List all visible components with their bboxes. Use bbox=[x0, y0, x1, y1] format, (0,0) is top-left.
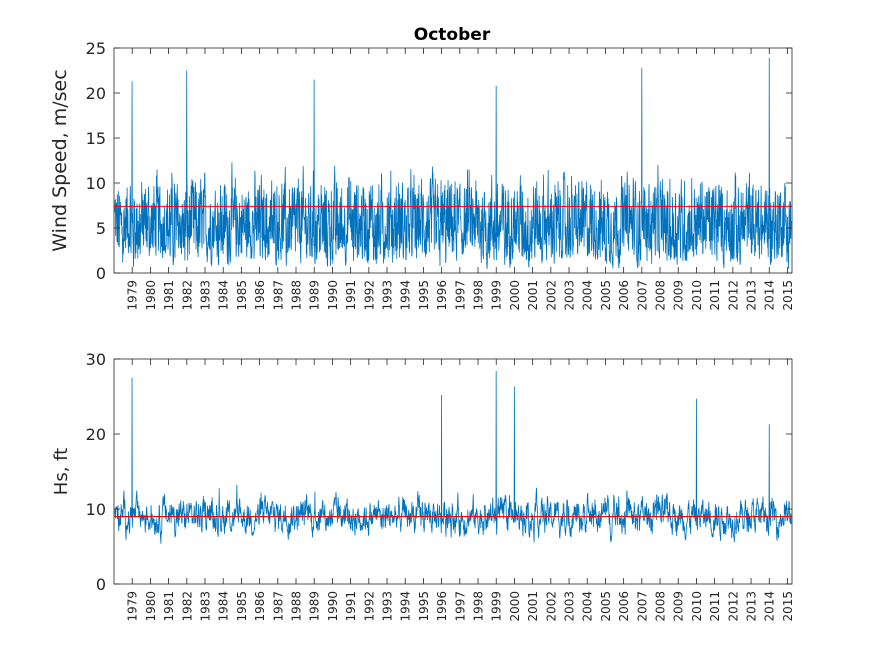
x-tick-label: 1988 bbox=[290, 591, 304, 622]
x-tick-label: 2010 bbox=[690, 591, 704, 622]
x-tick-label: 1995 bbox=[417, 591, 431, 622]
x-tick-label: 1983 bbox=[199, 280, 213, 311]
y-tick-label: 20 bbox=[86, 425, 106, 444]
x-tick-label: 2009 bbox=[672, 591, 686, 622]
x-tick-label: 1992 bbox=[362, 280, 376, 311]
y-tick-label: 5 bbox=[96, 219, 106, 238]
x-tick-label: 1991 bbox=[344, 280, 358, 311]
x-tick-label: 1991 bbox=[344, 591, 358, 622]
x-tick-label: 2014 bbox=[763, 591, 777, 622]
x-tick-label: 2011 bbox=[708, 591, 722, 622]
x-tick-label: 2010 bbox=[690, 280, 704, 311]
x-tick-label: 1984 bbox=[217, 591, 231, 622]
wind-speed-axes-box bbox=[113, 47, 793, 274]
series-line bbox=[114, 370, 792, 544]
x-tick-label: 1986 bbox=[253, 280, 267, 311]
chart-title: October bbox=[414, 25, 491, 45]
x-tick-label: 1984 bbox=[217, 280, 231, 311]
x-tick-label: 1982 bbox=[180, 591, 194, 622]
x-tick-label: 2004 bbox=[581, 280, 595, 311]
x-tick-label: 1983 bbox=[199, 591, 213, 622]
x-tick-label: 2004 bbox=[581, 591, 595, 622]
wind-speed-y-label: Wind Speed, m/sec bbox=[49, 69, 71, 251]
x-tick-label: 1988 bbox=[290, 280, 304, 311]
y-tick-label: 30 bbox=[86, 350, 106, 369]
x-tick-label: 1981 bbox=[162, 280, 176, 311]
x-tick-label: 2002 bbox=[544, 280, 558, 311]
x-tick-label: 2003 bbox=[563, 591, 577, 622]
x-tick-label: 1980 bbox=[144, 280, 158, 311]
x-tick-label: 1993 bbox=[381, 591, 395, 622]
x-tick-label: 1987 bbox=[271, 280, 285, 311]
x-tick-label: 2013 bbox=[745, 591, 759, 622]
x-tick-label: 1996 bbox=[435, 591, 449, 622]
x-tick-label: 2008 bbox=[654, 591, 668, 622]
x-tick-label: 2006 bbox=[617, 280, 631, 311]
x-tick-label: 2001 bbox=[526, 280, 540, 311]
series-line bbox=[114, 57, 792, 269]
x-tick-label: 1997 bbox=[453, 591, 467, 622]
x-tick-label: 2014 bbox=[763, 280, 777, 311]
x-tick-label: 1996 bbox=[435, 280, 449, 311]
x-tick-label: 2012 bbox=[726, 591, 740, 622]
y-tick-label: 20 bbox=[86, 84, 106, 103]
y-tick-label: 10 bbox=[86, 174, 106, 193]
x-tick-label: 2005 bbox=[599, 280, 613, 311]
x-tick-label: 1987 bbox=[271, 591, 285, 622]
x-tick-label: 1999 bbox=[490, 280, 504, 311]
x-tick-label: 1998 bbox=[472, 280, 486, 311]
x-tick-label: 1995 bbox=[417, 280, 431, 311]
x-tick-label: 1999 bbox=[490, 591, 504, 622]
x-tick-label: 1990 bbox=[326, 591, 340, 622]
x-tick-label: 2007 bbox=[635, 591, 649, 622]
wave-height-y-label: Hs, ft bbox=[51, 448, 72, 495]
x-tick-label: 1985 bbox=[235, 591, 249, 622]
x-tick-label: 2001 bbox=[526, 591, 540, 622]
x-tick-label: 2005 bbox=[599, 591, 613, 622]
x-tick-label: 1981 bbox=[162, 591, 176, 622]
x-tick-label: 1994 bbox=[399, 280, 413, 311]
y-tick-label: 15 bbox=[86, 129, 106, 148]
x-tick-label: 1990 bbox=[326, 280, 340, 311]
x-tick-label: 2015 bbox=[781, 280, 795, 311]
x-tick-label: 2002 bbox=[544, 591, 558, 622]
x-tick-label: 2003 bbox=[563, 280, 577, 311]
y-tick-label: 25 bbox=[86, 39, 106, 58]
x-tick-label: 1985 bbox=[235, 280, 249, 311]
x-tick-label: 1980 bbox=[144, 591, 158, 622]
x-tick-label: 2007 bbox=[635, 280, 649, 311]
y-tick-label: 0 bbox=[96, 264, 106, 283]
x-tick-label: 1993 bbox=[381, 280, 395, 311]
y-tick-label: 10 bbox=[86, 500, 106, 519]
wave-height-axes-box bbox=[113, 358, 793, 585]
x-tick-label: 1998 bbox=[472, 591, 486, 622]
wind-speed-axes: 0 5 10 15 20 25 1979 1980 1981 1982 1983 1984 1985 19… bbox=[49, 39, 795, 311]
x-tick-label: 1997 bbox=[453, 280, 467, 311]
x-tick-label: 1979 bbox=[126, 591, 140, 622]
x-tick-label: 2009 bbox=[672, 280, 686, 311]
x-tick-label: 1986 bbox=[253, 591, 267, 622]
wave-height-axes: 0 10 20 30 1979 1980 1981 1982 1983 1984 1985 1986 1… bbox=[51, 350, 795, 622]
x-tick-label: 2012 bbox=[726, 280, 740, 311]
x-tick-label: 2000 bbox=[508, 280, 522, 311]
x-tick-label: 2013 bbox=[745, 280, 759, 311]
x-tick-label: 2008 bbox=[654, 280, 668, 311]
x-tick-label: 2000 bbox=[508, 591, 522, 622]
x-tick-label: 2006 bbox=[617, 591, 631, 622]
x-tick-label: 1989 bbox=[308, 591, 322, 622]
x-tick-label: 2015 bbox=[781, 591, 795, 622]
x-tick-label: 1982 bbox=[180, 280, 194, 311]
x-tick-label: 2011 bbox=[708, 280, 722, 311]
x-tick-label: 1979 bbox=[126, 280, 140, 311]
x-tick-label: 1992 bbox=[362, 591, 376, 622]
y-tick-label: 0 bbox=[96, 575, 106, 594]
x-tick-label: 1994 bbox=[399, 591, 413, 622]
x-tick-label: 1989 bbox=[308, 280, 322, 311]
